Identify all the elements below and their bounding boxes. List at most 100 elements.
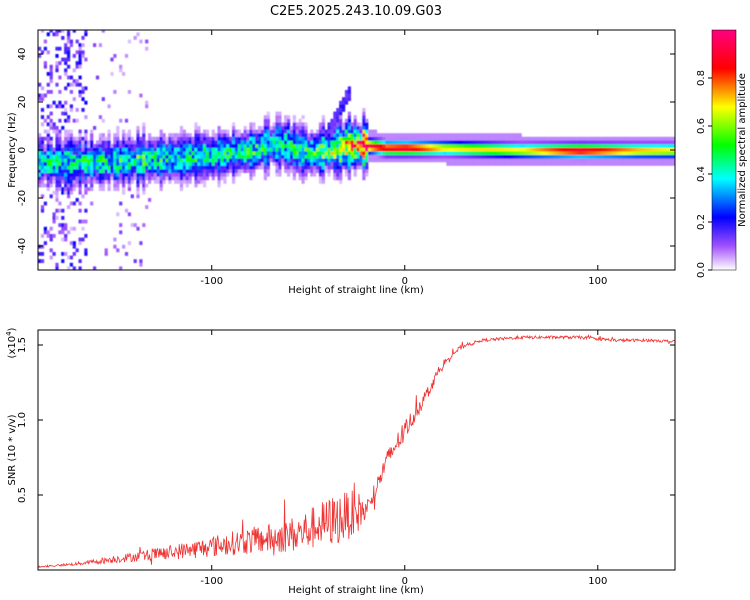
spectrogram-cell [579,162,583,166]
spectrogram-cell [171,144,175,148]
spectrogram-cell [81,144,85,148]
spectrogram-cell [585,144,589,148]
spectrogram-cell [90,201,94,206]
spectrogram-cell [127,212,131,217]
spectrogram-cell [214,147,218,152]
spectrogram-cell [536,144,540,148]
spectrogram-cell [359,129,363,134]
spectrogram-cell [122,176,126,181]
spectrogram-cell [350,151,354,155]
spectrogram-cell [298,147,302,152]
spectrogram-cell [81,154,85,159]
spectrogram-cell [55,180,59,184]
spectrogram-cell [168,136,172,141]
spectrogram-cell [90,176,94,181]
spectrogram-cell [434,154,438,159]
spectrogram-cell [625,151,629,155]
spectrogram-cell [466,136,470,141]
spectrogram-cell [379,147,383,152]
spectrogram-cell [365,136,369,141]
spectrogram-cell [637,162,641,166]
spectrogram-cell [304,140,308,145]
spectrogram-cell [58,223,62,227]
spectrogram-cell [58,208,62,213]
spectrogram-cell [643,154,647,159]
spectrogram-cell [61,223,65,227]
spectrogram-cell [64,223,68,227]
spectrogram-cell [353,144,357,148]
spectrogram-cell [133,151,137,155]
spectrogram-cell [368,158,372,163]
spectrogram-cell [38,176,42,181]
spectrogram-cell [530,144,534,148]
spectrogram-cell [185,162,189,166]
spectrogram-cell [260,136,265,141]
spectrogram-cell [104,165,108,170]
spectrogram-cell [46,234,50,238]
spectrogram-cell [200,147,204,152]
spectrogram-cell [136,169,140,173]
spectrogram-cell [93,154,97,159]
spectrogram-cell [437,147,441,152]
spectrogram-cell [162,140,166,145]
spectrogram-cell [492,144,496,148]
spectrogram-cell [194,140,198,145]
spectrogram-cell [249,147,253,152]
spectrogram-cell [249,176,253,181]
spectrogram-cell [536,140,540,145]
spectrogram-cell [365,133,369,137]
spectrogram-cell [373,136,378,141]
spectrogram-cell [301,140,305,145]
spectrogram-cell [55,68,59,73]
spectrogram-cell [385,133,389,137]
spectrogram-cell [185,169,189,173]
spectrogram-cell [194,147,198,152]
spectrogram-cell [307,158,311,163]
spectrogram-cell [646,162,650,166]
spectrogram-cell [67,54,71,58]
spectrogram-cell [414,154,418,159]
spectrogram-cell [179,136,184,141]
spectrogram-cell [466,147,470,152]
spectrogram-cell [95,172,100,177]
spectrogram-cell [593,144,598,148]
spectrogram-cell [127,169,131,173]
spectrogram-cell [646,144,650,148]
spectrogram-cell [182,151,186,155]
spectrogram-cell [64,108,68,112]
spectrogram-cell [90,165,94,170]
spectrogram-cell [232,176,236,181]
spectrogram-cell [258,136,262,141]
spectrogram-cell [67,172,71,177]
spectrogram-cell [81,194,85,199]
spectrogram-cell [544,136,548,141]
spectrogram-cell [165,144,169,148]
spectrogram-cell [420,133,424,137]
spectrogram-cell [446,147,450,152]
spectrogram-cell [142,147,146,152]
spectrogram-cell [38,46,42,51]
spectrogram-cell [101,147,105,152]
spectrogram-cell [596,151,600,155]
spectrogram-cell [87,144,91,148]
spectrogram-cell [414,147,418,152]
spectrogram-cell [620,147,624,152]
spectrogram-cell [232,165,236,170]
spectrogram-cell [226,144,230,148]
spectrogram-cell [81,151,85,155]
spectrogram-cell [124,118,129,123]
spectrogram-cell [510,147,514,152]
spectrogram-cell [663,158,667,163]
spectrogram-cell [339,111,343,116]
spectrogram-cell [342,122,346,127]
spectrogram-cell [339,165,343,170]
spectrogram-cell [194,136,198,141]
spectrogram-cell [220,158,224,163]
spectrogram-cell [608,144,612,148]
spectrogram-cell [605,147,609,152]
spectrogram-cell [640,162,644,166]
spectrogram-cell [269,144,273,148]
spectrogram-cell [301,154,305,159]
spectrogram-cell [292,144,296,148]
spectrogram-cell [602,162,606,166]
